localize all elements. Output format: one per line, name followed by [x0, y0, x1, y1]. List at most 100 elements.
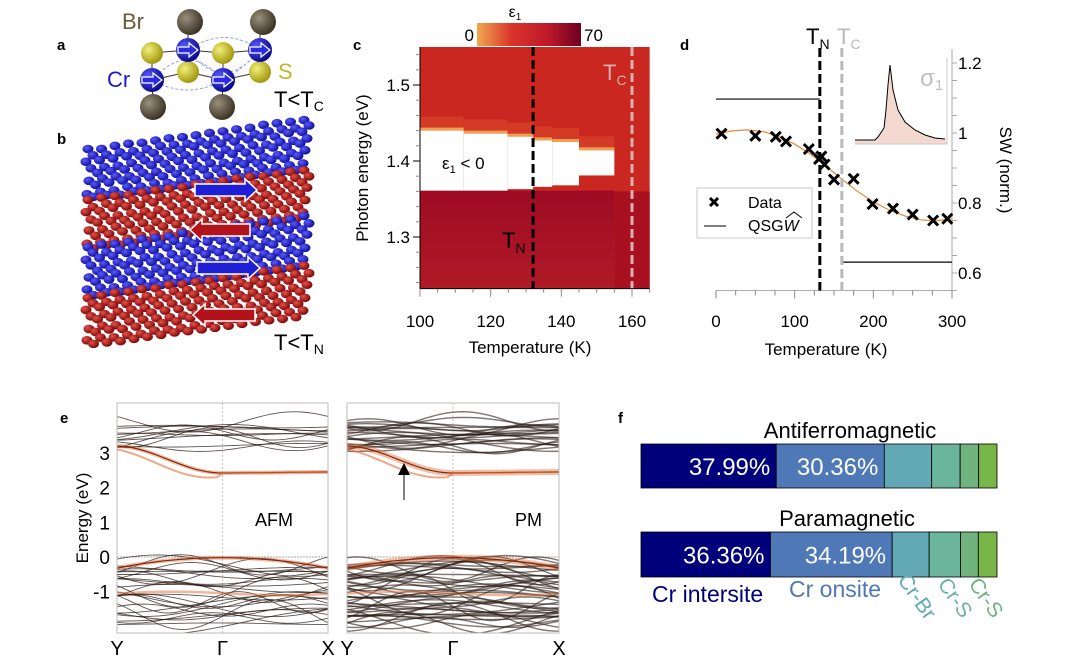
c-x-tick-label: 120	[476, 312, 504, 331]
data-point	[769, 130, 782, 143]
red-atom	[286, 197, 297, 206]
x-marker	[802, 143, 815, 156]
x-marker	[827, 173, 841, 186]
red-atom	[148, 198, 159, 207]
blue-atom	[171, 169, 182, 179]
red-atom	[184, 313, 196, 323]
red-atom	[271, 265, 283, 275]
blue-atom	[103, 275, 115, 284]
bar-segment	[978, 443, 998, 489]
d-y-tick-label: 1.2	[958, 54, 982, 73]
conduction-band	[347, 438, 559, 446]
blue-atom	[202, 140, 213, 150]
blue-atom	[263, 126, 274, 136]
panel-label-e: e	[60, 410, 68, 427]
x-marker	[715, 127, 728, 140]
blue-atom	[121, 248, 132, 258]
blue-atom	[177, 132, 188, 142]
arrow-head-icon	[398, 463, 410, 475]
red-atom	[155, 330, 167, 340]
blue-atom	[267, 143, 279, 152]
e-y-tick-label: 3	[99, 444, 110, 465]
spin-right-arrow-icon	[196, 255, 262, 281]
category-label: Cr-S	[964, 574, 1008, 623]
red-atom	[107, 203, 119, 212]
red-atom	[265, 206, 277, 216]
c-y-tick-label: 1.4	[386, 152, 410, 171]
cr-label: Cr	[107, 67, 130, 92]
red-atom	[109, 288, 121, 298]
red-atom	[80, 207, 92, 217]
heatmap-edge	[420, 127, 464, 131]
s-atom	[177, 61, 199, 83]
red-atom	[279, 301, 290, 311]
valence-band	[347, 575, 559, 588]
blue-atom	[168, 236, 180, 246]
valence-band	[117, 584, 328, 593]
valence-band	[347, 602, 559, 632]
blue-atom	[294, 237, 306, 246]
heatmap-edge	[507, 133, 534, 137]
red-atom	[297, 306, 309, 315]
heatmap-edge	[552, 139, 579, 142]
inset-sigma-label: σ1	[920, 65, 943, 94]
d-xlabel: Temperature (K)	[765, 340, 888, 359]
category-label: Cr-S	[933, 574, 977, 623]
red-atom	[269, 277, 281, 287]
d-x-tick-label: 300	[938, 312, 966, 331]
red-atom	[117, 227, 128, 236]
red-atom	[252, 208, 263, 217]
valence-band	[347, 602, 559, 614]
blue-atom	[136, 138, 148, 148]
afm-label: AFM	[255, 510, 293, 530]
panel-label-d: d	[680, 37, 689, 54]
plot-frame	[346, 402, 560, 634]
red-atom	[238, 210, 250, 219]
blue-atom	[283, 128, 294, 138]
x-marker	[927, 214, 940, 227]
bar-segment	[770, 531, 893, 578]
blue-atom	[107, 251, 119, 261]
blue-atom	[267, 240, 279, 249]
bar-segment-label: 36.36%	[683, 543, 764, 570]
epsilon-heatmap: 1.3 1.4 1.5 100 120 140 160	[386, 23, 651, 331]
red-atom	[270, 308, 282, 318]
conduction-band	[117, 424, 328, 429]
valence-band	[117, 607, 328, 622]
bar-segment	[883, 443, 933, 489]
s-atom	[249, 61, 271, 83]
negative-epsilon-cell	[463, 133, 508, 191]
blue-atom	[281, 142, 292, 152]
red-atom	[274, 283, 286, 293]
blue-atom	[132, 259, 144, 268]
spin-arrow-icon	[177, 41, 199, 59]
colorbar	[477, 23, 581, 46]
blue-atom	[173, 156, 184, 166]
red-atom	[124, 220, 135, 229]
inset-sigma-curve	[855, 64, 946, 141]
valence-band	[117, 570, 328, 588]
legend-hat-icon	[785, 211, 803, 219]
blue-atom	[150, 233, 161, 243]
valence-band	[117, 558, 328, 585]
negative-epsilon-cell	[420, 130, 464, 191]
blue-atom	[303, 121, 315, 130]
spin-arrow-icon	[212, 71, 234, 89]
red-atom	[177, 182, 188, 192]
red-atom	[245, 202, 257, 212]
heatmap-edge	[579, 136, 615, 151]
heatmap-edge	[552, 128, 579, 142]
valence-band	[347, 590, 559, 622]
blue-atom	[215, 139, 227, 148]
conduction-band	[117, 442, 328, 448]
blue-atom	[252, 254, 263, 264]
blue-atom	[107, 154, 119, 163]
negative-region-label: ε1 < 0	[442, 154, 485, 176]
valence-band	[117, 593, 328, 601]
blue-atom	[177, 228, 188, 238]
blue-atom	[230, 167, 241, 177]
data-point	[906, 208, 919, 221]
red-atom	[256, 184, 267, 193]
